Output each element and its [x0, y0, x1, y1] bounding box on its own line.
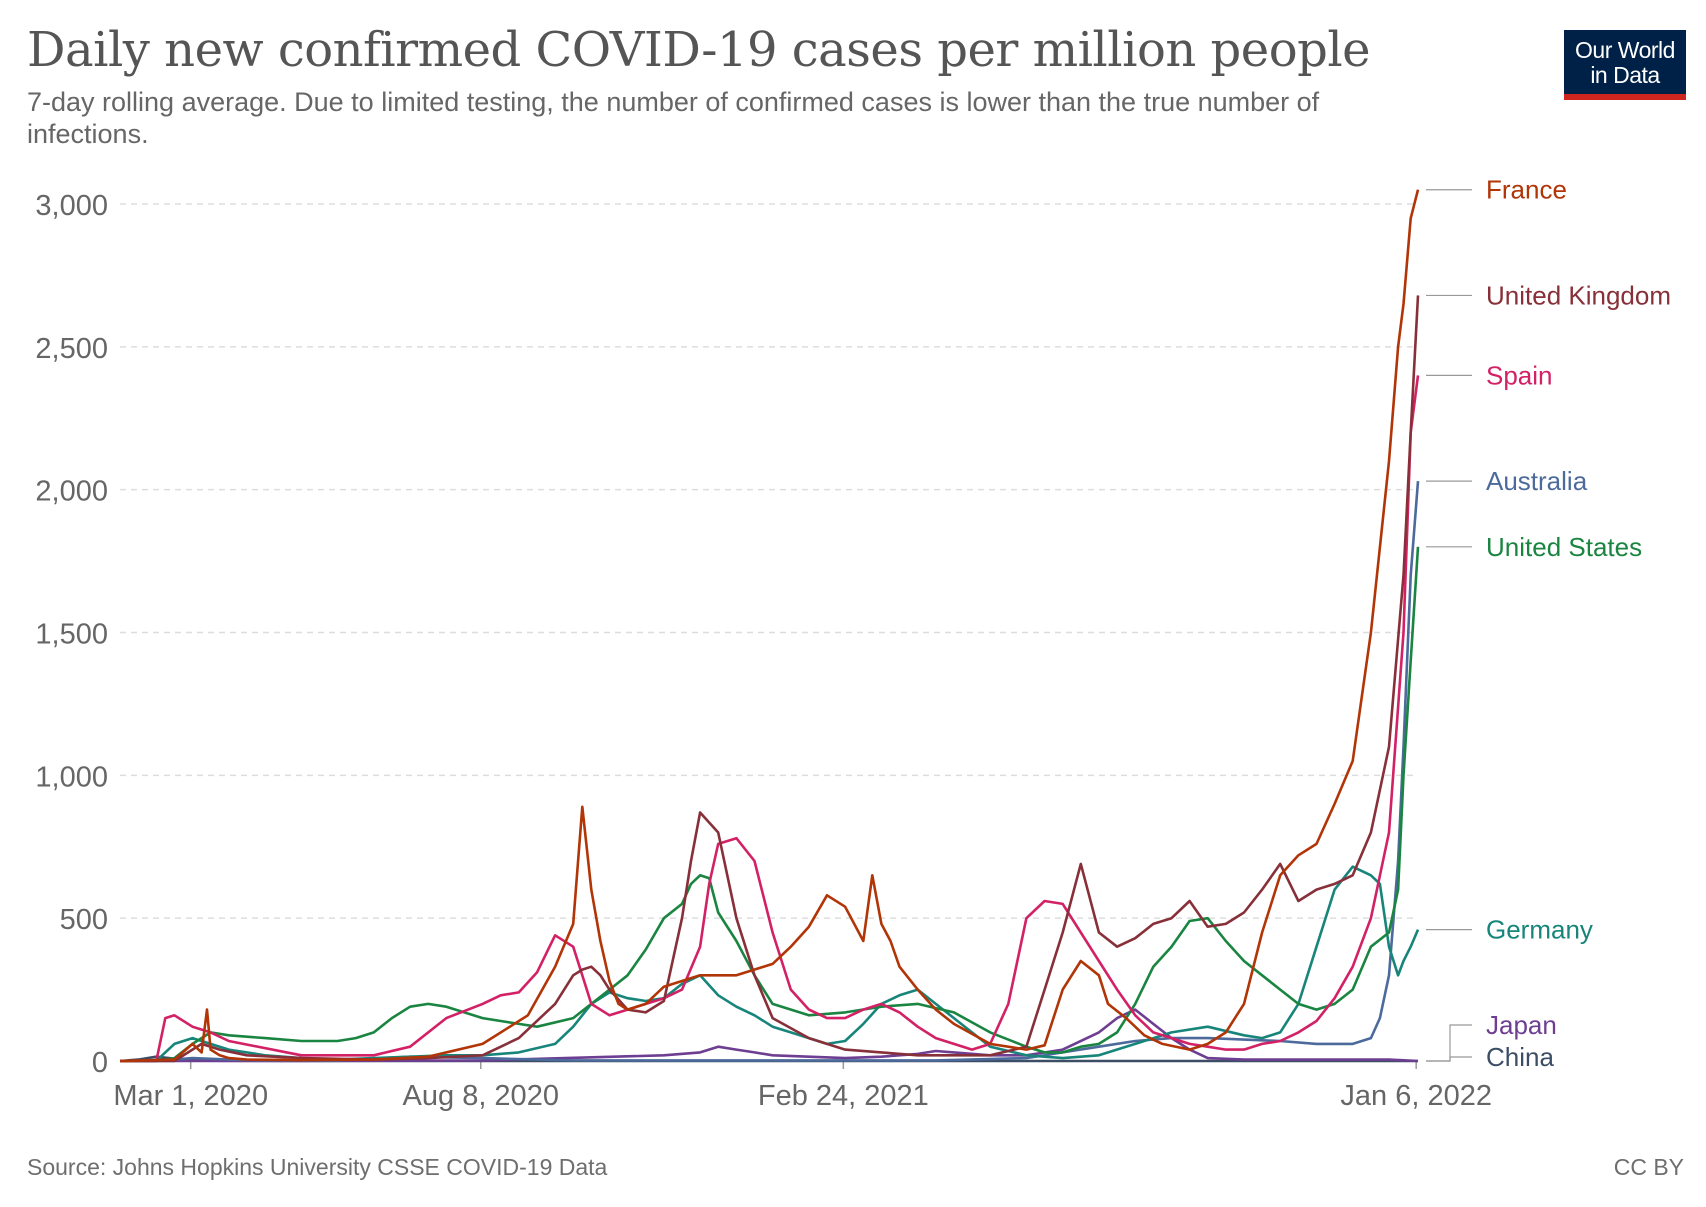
- logo-line-2: in Data: [1590, 62, 1660, 88]
- series-line-united-kingdom: [120, 295, 1420, 1063]
- axes: 0 500 1,000 1,500 2,000 2,500 3,000 Mar 1, 2020…: [35, 190, 1492, 1112]
- chart-title: Daily new confirmed COVID-19 cases per m…: [27, 22, 1371, 78]
- leader-line-japan: [1426, 1024, 1472, 1062]
- x-tick-label: Mar 1, 2020: [113, 1080, 268, 1112]
- gridlines: [120, 203, 1418, 919]
- series-label-germany: Germany: [1486, 915, 1593, 945]
- series-label-australia: Australia: [1486, 466, 1588, 496]
- series-label-japan: Japan: [1486, 1010, 1557, 1040]
- x-tick-label: Aug 8, 2020: [403, 1080, 559, 1112]
- series-line-united-states: [120, 546, 1420, 1063]
- series-line-spain: [120, 375, 1420, 1063]
- leader-line-china: [1426, 1056, 1472, 1062]
- series-label-china: China: [1486, 1042, 1554, 1072]
- series-labels: France United Kingdom Spain Australia United…: [1426, 175, 1671, 1072]
- series-label-france: France: [1486, 175, 1567, 205]
- series-line-japan: [120, 1008, 1419, 1063]
- y-tick-label: 500: [60, 904, 108, 936]
- x-tick-label: Feb 24, 2021: [758, 1080, 929, 1112]
- y-tick-label: 1,500: [35, 619, 108, 651]
- logo-line-1: Our World: [1575, 37, 1675, 63]
- chart-subtitle: 7-day rolling average. Due to limited te…: [27, 87, 1320, 150]
- series-line-france: [119, 189, 1420, 1063]
- series-line-australia: [120, 480, 1420, 1063]
- series-label-united-states: United States: [1486, 532, 1642, 562]
- series-label-united-kingdom: United Kingdom: [1486, 280, 1671, 310]
- owid-logo[interactable]: Our World in Data: [1564, 30, 1686, 100]
- x-tick-label: Jan 6, 2022: [1340, 1080, 1492, 1112]
- y-tick-label: 2,500: [35, 333, 108, 365]
- license-link[interactable]: CC BY: [1613, 1154, 1684, 1180]
- y-tick-label: 3,000: [35, 190, 108, 222]
- series-lines: [119, 189, 1420, 1063]
- source-note: Source: Johns Hopkins University CSSE CO…: [27, 1154, 608, 1180]
- y-tick-label: 2,000: [35, 476, 108, 508]
- y-tick-label: 0: [92, 1047, 108, 1079]
- series-label-spain: Spain: [1486, 360, 1553, 390]
- y-tick-label: 1,000: [35, 761, 108, 793]
